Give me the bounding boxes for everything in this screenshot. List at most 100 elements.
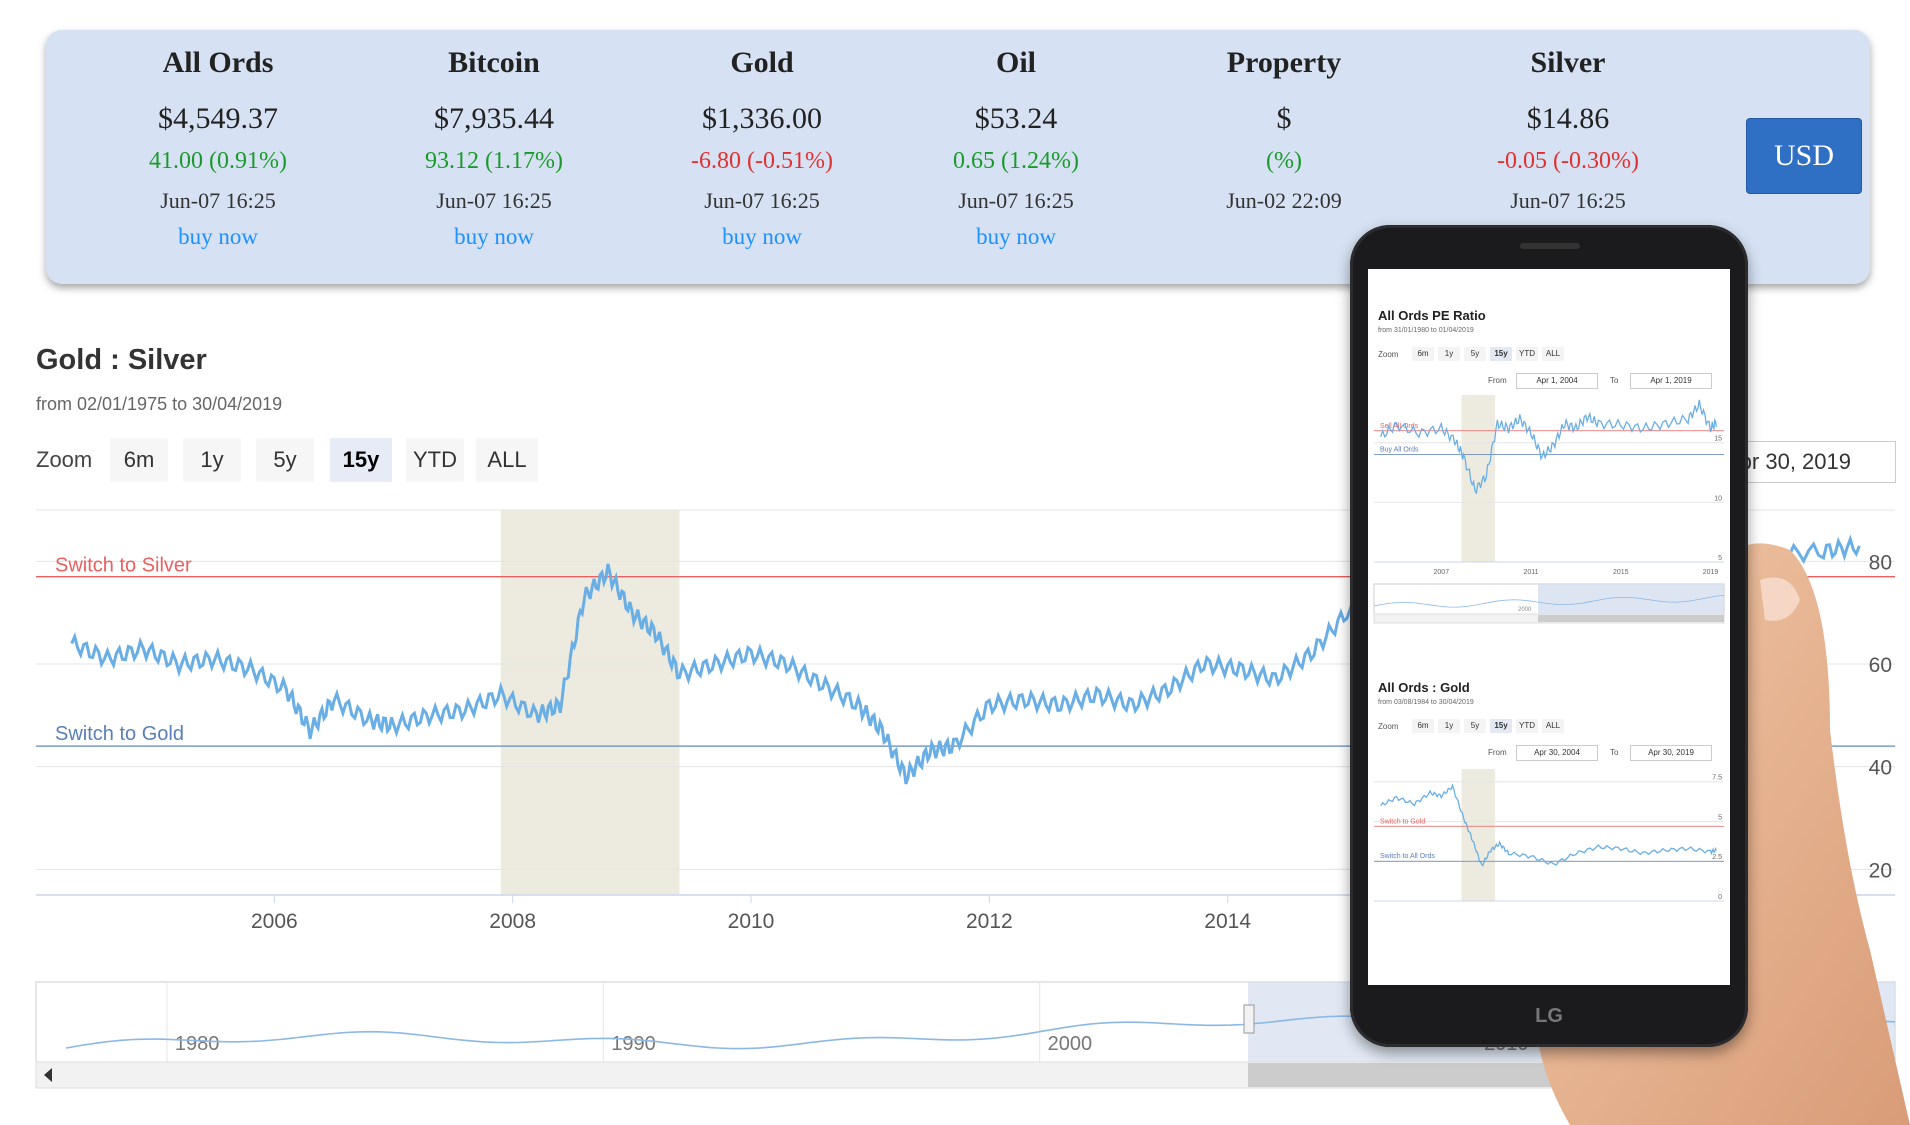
mini-series-line (1380, 783, 1717, 867)
ticker-price: $4,549.37 (158, 102, 278, 135)
zoom-ytd-button[interactable]: YTD (406, 438, 464, 482)
mini-chart2-from-input[interactable]: Apr 30, 2004 (1516, 745, 1598, 761)
ticker-panel: All Ords $4,549.37 41.00 (0.91%) Jun-07 16:… (46, 30, 1870, 284)
mini-chart2-zoom-15y-button[interactable]: 15y (1490, 719, 1512, 733)
y-tick-label: 20 (1869, 859, 1892, 882)
ticker-timestamp: Jun-07 16:25 (958, 188, 1074, 213)
ticker-name: Silver (1530, 46, 1606, 79)
mini-x-tick-label: 2011 (1524, 569, 1539, 576)
mini-y-tick-label: 5 (1718, 555, 1722, 562)
mini-chart1-zoom-6m-button[interactable]: 6m (1412, 347, 1434, 361)
buy-now-link[interactable]: buy now (454, 224, 534, 249)
mini-y-tick-label: 10 (1714, 495, 1722, 502)
scroll-left-arrow-icon[interactable] (44, 1068, 52, 1082)
mini-chart1-zoom-1y-button[interactable]: 1y (1438, 347, 1460, 361)
y-tick-label: 80 (1869, 551, 1892, 574)
ticker-change: 41.00 (0.91%) (149, 148, 287, 174)
smartphone: All Ords PE Ratio from 31/01/1980 to 01/… (1350, 225, 1748, 1047)
chart-title: Gold : Silver (36, 344, 207, 376)
mini-chart1-to-input[interactable]: Apr 1, 2019 (1630, 373, 1712, 389)
mini-chart2-zoom-ytd-button[interactable]: YTD (1516, 719, 1538, 733)
mini-chart2-zoom-label: Zoom (1378, 722, 1399, 731)
zoom-label: Zoom (36, 447, 93, 472)
navigator-tick-label: 2000 (1048, 1033, 1093, 1055)
x-tick-label: 2014 (1204, 910, 1251, 933)
mini-chart2-from-label: From (1488, 748, 1507, 757)
mini-recession-band (1461, 769, 1496, 901)
ticker-price: $1,336.00 (702, 102, 822, 135)
zoom-15y-button[interactable]: 15y (330, 438, 392, 482)
ticker-change: 0.65 (1.24%) (953, 148, 1079, 174)
mini-chart2-plot: 0 2.5 5 7.5 Switch to Gold Switch to All Ords (1374, 769, 1724, 902)
zoom-all-button[interactable]: ALL (476, 438, 538, 482)
y-tick-label: 40 (1869, 757, 1892, 780)
ticker-price: $ (1276, 102, 1292, 135)
mini-chart1-zoom-5y-button[interactable]: 5y (1464, 347, 1486, 361)
ticker-change: (%) (1266, 148, 1302, 174)
mini-buy-all-ords-label: Buy All Ords (1380, 447, 1419, 454)
mini-chart2-to-input[interactable]: Apr 30, 2019 (1630, 745, 1712, 761)
mini-chart1-zoom-ytd-button[interactable]: YTD (1516, 347, 1538, 361)
ticker-timestamp: Jun-07 16:25 (160, 188, 276, 213)
chart-subtitle: from 02/01/1975 to 30/04/2019 (36, 394, 283, 414)
mini-x-tick-label: 2007 (1434, 569, 1450, 576)
mini-recession-band (1461, 395, 1496, 562)
mini-y-tick-label: 15 (1714, 436, 1722, 443)
mini-chart1-zoom-all-button[interactable]: ALL (1542, 347, 1564, 361)
mini-chart1-from-label: From (1488, 376, 1507, 385)
zoom-6m-button[interactable]: 6m (110, 438, 168, 482)
navigator-handle-left[interactable] (1243, 1004, 1255, 1034)
mini-y-tick-label: 5 (1718, 814, 1722, 821)
ticker-price: $7,935.44 (434, 102, 554, 135)
ticker-name: Property (1226, 46, 1342, 79)
mini-scrollbar-thumb[interactable] (1538, 615, 1724, 622)
zoom-1y-button[interactable]: 1y (183, 438, 241, 482)
mini-y-tick-label: 7.5 (1712, 775, 1722, 782)
ticker-price: $14.86 (1526, 102, 1610, 135)
mini-navigator-tick-label: 2000 (1518, 607, 1532, 613)
recession-band (500, 510, 680, 895)
ticker-change: 93.12 (1.17%) (425, 148, 563, 174)
x-tick-label: 2008 (489, 910, 536, 933)
currency-button[interactable]: USD (1746, 118, 1862, 194)
phone-speaker (1520, 243, 1580, 249)
mini-chart2-zoom-all-button[interactable]: ALL (1542, 719, 1564, 733)
mini-chart1-plot: 5 10 15 2007 2011 2015 2019 Sell All Ords Buy Al… (1373, 395, 1725, 624)
mini-chart1-subtitle: from 31/01/1980 to 01/04/2019 (1378, 327, 1474, 334)
phone-brand-logo: LG (1535, 1005, 1563, 1027)
buy-now-link[interactable]: buy now (722, 224, 802, 249)
mini-switch-to-gold-label: Switch to Gold (1380, 818, 1425, 825)
switch-to-gold-label: Switch to Gold (55, 723, 184, 745)
mini-navigator-series (1373, 594, 1725, 608)
mini-navigator-selection (1538, 584, 1724, 614)
mini-y-tick-label: 0 (1718, 894, 1722, 901)
navigator-tick-label: 1980 (175, 1033, 220, 1055)
mini-chart2-zoom-5y-button[interactable]: 5y (1464, 719, 1486, 733)
ticker-name: All Ords (162, 46, 274, 79)
zoom-5y-button[interactable]: 5y (256, 438, 314, 482)
mini-sell-all-ords-label: Sell All Ords (1380, 423, 1419, 430)
navigator-tick-label: 1990 (611, 1033, 656, 1055)
ticker-timestamp: Jun-07 16:25 (704, 188, 820, 213)
ticker-timestamp: Jun-07 16:25 (436, 188, 552, 213)
buy-now-link[interactable]: buy now (976, 224, 1056, 249)
x-tick-label: 2006 (251, 910, 298, 933)
mini-series-line (1380, 399, 1718, 495)
buy-now-link[interactable]: buy now (178, 224, 258, 249)
ticker-name: Bitcoin (448, 46, 540, 79)
ticker-price: $53.24 (974, 102, 1058, 135)
mini-chart1-zoom-label: Zoom (1378, 350, 1399, 359)
ticker-timestamp: Jun-02 22:09 (1226, 188, 1342, 213)
mini-chart2-to-label: To (1610, 748, 1619, 757)
mini-chart2-zoom-6m-button[interactable]: 6m (1412, 719, 1434, 733)
mini-chart1-from-input[interactable]: Apr 1, 2004 (1516, 373, 1598, 389)
x-tick-label: 2012 (966, 910, 1013, 933)
ticker-timestamp: Jun-07 16:25 (1510, 188, 1626, 213)
ticker-name: Gold (730, 46, 794, 79)
ticker-change: -6.80 (-0.51%) (691, 148, 833, 174)
mini-switch-to-all-ords-label: Switch to All Ords (1380, 853, 1435, 860)
mini-chart2-zoom-1y-button[interactable]: 1y (1438, 719, 1460, 733)
x-tick-label: 2010 (728, 910, 775, 933)
phone-screen: All Ords PE Ratio from 31/01/1980 to 01/… (1368, 269, 1730, 985)
mini-chart1-zoom-15y-button[interactable]: 15y (1490, 347, 1512, 361)
